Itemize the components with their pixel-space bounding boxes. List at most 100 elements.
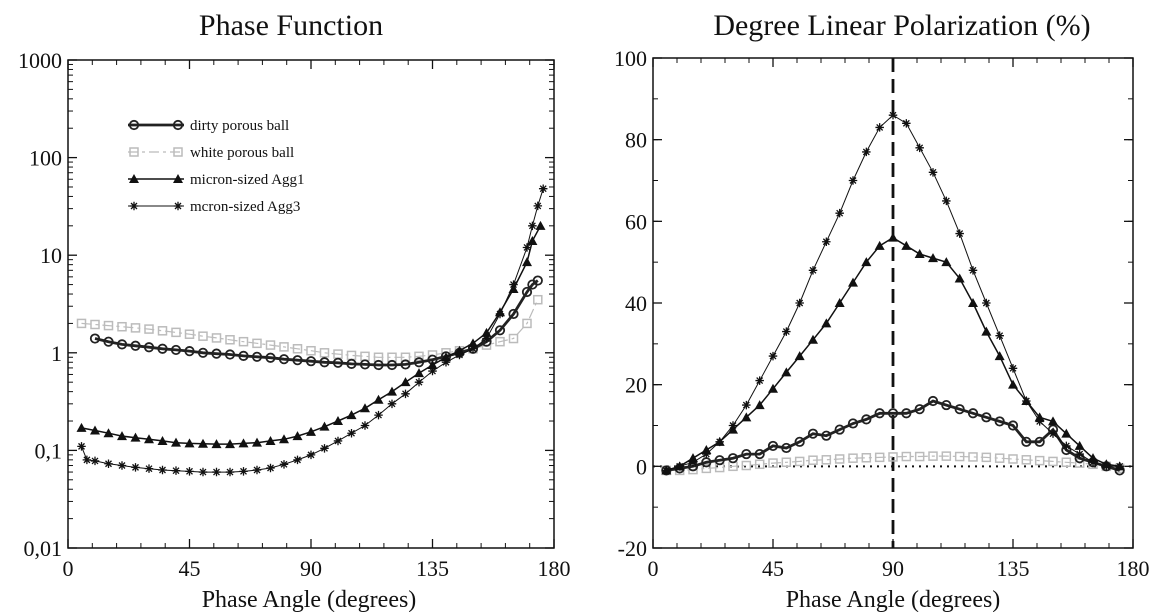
data-point	[914, 249, 925, 258]
data-point	[781, 457, 792, 467]
data-point	[741, 448, 752, 460]
data-point	[468, 344, 478, 354]
data-point	[278, 354, 290, 365]
data-point	[360, 403, 370, 413]
y-tick-label: 0	[636, 454, 647, 479]
chart-title: Degree Linear Polarization (%)	[713, 9, 1090, 42]
data-point	[82, 455, 92, 465]
data-point	[238, 336, 249, 347]
data-point	[360, 421, 370, 430]
data-point	[915, 143, 924, 153]
data-point	[1074, 440, 1085, 450]
data-point	[414, 377, 424, 387]
y-tick-label: 1	[51, 341, 62, 366]
series-circle	[89, 275, 543, 371]
series-asterisk	[662, 110, 1124, 475]
data-point	[527, 235, 538, 245]
data-point	[198, 438, 208, 448]
data-point	[130, 432, 141, 442]
x-tick-label: 45	[179, 556, 201, 581]
data-point	[538, 184, 548, 193]
data-point	[727, 453, 739, 464]
y-tick-label: 80	[625, 128, 647, 153]
data-point	[982, 298, 991, 308]
data-point	[90, 425, 100, 435]
data-point	[834, 298, 845, 307]
series-line	[81, 225, 542, 445]
data-point	[333, 436, 343, 446]
data-point	[427, 359, 438, 369]
x-tick-label: 0	[63, 556, 74, 581]
data-point	[968, 452, 978, 462]
data-point	[888, 110, 898, 120]
data-point	[346, 410, 357, 420]
data-point	[702, 449, 711, 459]
data-point	[942, 196, 951, 206]
data-point	[914, 404, 925, 415]
data-point	[742, 400, 751, 410]
data-point	[170, 344, 182, 356]
data-point	[171, 327, 181, 338]
y-tick-label: -20	[618, 536, 647, 561]
data-point	[955, 229, 964, 238]
data-point	[848, 176, 858, 185]
data-point	[1075, 449, 1084, 459]
x-tick-label: 135	[997, 556, 1030, 581]
data-point	[781, 367, 792, 377]
data-point	[715, 437, 724, 447]
data-point	[954, 404, 965, 415]
data-point	[754, 448, 765, 460]
data-point	[305, 356, 317, 367]
series-circle	[661, 395, 1125, 476]
data-point	[835, 208, 844, 218]
data-point	[77, 442, 86, 451]
data-point	[941, 257, 952, 267]
data-point	[967, 408, 979, 419]
data-point	[914, 451, 925, 462]
data-point	[768, 383, 778, 393]
data-point	[374, 410, 383, 420]
legend-marker	[129, 201, 139, 211]
y-tick-label: 0,1	[35, 438, 63, 463]
y-tick-label: 10	[40, 243, 62, 268]
data-point	[1115, 462, 1124, 471]
data-point	[981, 412, 992, 423]
data-point	[927, 395, 939, 407]
data-point	[320, 444, 329, 453]
data-point	[279, 460, 289, 469]
data-point	[521, 286, 533, 298]
data-point	[332, 357, 344, 368]
data-point	[198, 467, 208, 477]
data-point	[887, 408, 899, 419]
data-point	[834, 424, 845, 435]
data-point	[1008, 379, 1018, 389]
legend-marker	[128, 119, 140, 131]
data-point	[157, 343, 168, 354]
data-point	[954, 451, 965, 462]
x-axis-label: Phase Angle (degrees)	[786, 587, 1001, 612]
data-point	[994, 453, 1005, 463]
data-point	[768, 458, 778, 468]
data-point	[441, 358, 451, 367]
data-point	[522, 257, 532, 267]
data-point	[662, 466, 671, 475]
data-point	[265, 340, 276, 350]
y-tick-label: 20	[625, 373, 647, 398]
data-point	[808, 266, 818, 275]
data-point	[728, 421, 738, 430]
data-point	[1034, 436, 1045, 447]
data-point	[347, 428, 356, 438]
data-point	[1061, 457, 1072, 467]
data-point	[782, 327, 791, 336]
data-point	[901, 240, 912, 250]
data-point	[508, 333, 519, 344]
data-point	[157, 435, 168, 445]
data-point	[319, 421, 330, 431]
data-point	[116, 339, 128, 350]
data-point	[794, 436, 805, 447]
legend-marker	[173, 174, 183, 183]
data-point	[494, 325, 506, 336]
data-point	[306, 345, 316, 356]
data-point	[808, 455, 818, 465]
data-point	[266, 463, 275, 473]
